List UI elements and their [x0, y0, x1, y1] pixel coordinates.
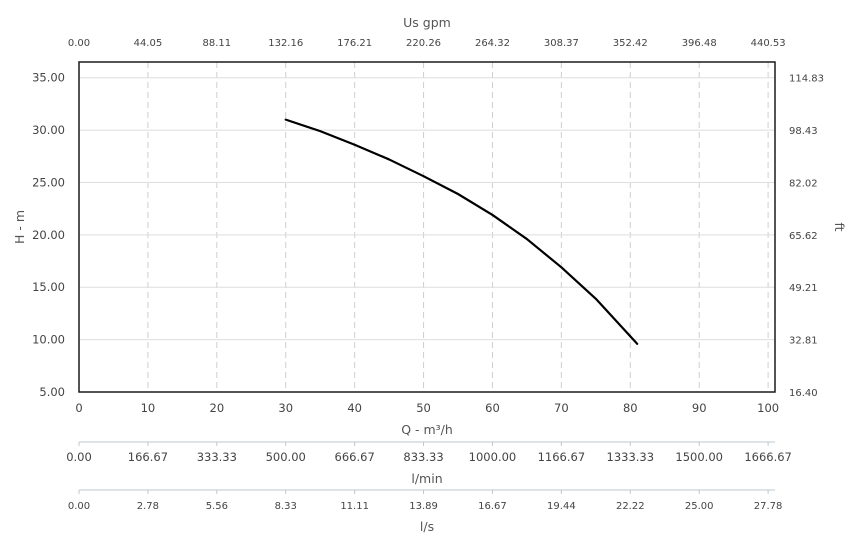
top-tick-label: 176.21: [337, 38, 372, 49]
top-axis-title: Us gpm: [403, 15, 451, 30]
secondary-tick-label: 19.44: [547, 501, 576, 512]
right-tick-label: 114.83: [789, 74, 824, 85]
x-tick-label: 0: [75, 401, 82, 415]
secondary-tick-label: 5.56: [206, 501, 228, 512]
y-tick-label: 20.00: [32, 228, 65, 242]
secondary-tick-label: 1666.67: [744, 450, 792, 464]
top-tick-label: 440.53: [751, 38, 786, 49]
x-tick-label: 30: [278, 401, 293, 415]
x-tick-label: 100: [757, 401, 779, 415]
secondary-axis-title: l/min: [411, 471, 442, 486]
x-tick-label: 10: [141, 401, 156, 415]
y-tick-label: 15.00: [32, 280, 65, 294]
right-tick-label: 65.62: [789, 231, 818, 242]
top-tick-label: 396.48: [682, 38, 717, 49]
top-tick-label: 220.26: [406, 38, 441, 49]
secondary-tick-label: 1333.33: [607, 450, 655, 464]
secondary-tick-label: 666.67: [335, 450, 375, 464]
top-tick-label: 352.42: [613, 38, 648, 49]
secondary-tick-label: 2.78: [137, 501, 159, 512]
right-tick-label: 32.81: [789, 336, 818, 347]
secondary-tick-label: 500.00: [266, 450, 306, 464]
curve-line: [284, 118, 639, 345]
secondary-tick-label: 0.00: [68, 501, 90, 512]
y-tick-label: 30.00: [32, 123, 65, 137]
top-tick-label: 88.11: [203, 38, 232, 49]
secondary-tick-label: 1500.00: [675, 450, 723, 464]
secondary-tick-label: 27.78: [754, 501, 783, 512]
secondary-axis-title: l/s: [420, 519, 434, 534]
plot-frame: [78, 61, 776, 393]
right-tick-label: 82.02: [789, 178, 818, 189]
secondary-tick-label: 13.89: [409, 501, 438, 512]
top-tick-label: 0.00: [68, 38, 90, 49]
x-tick-label: 40: [347, 401, 362, 415]
right-tick-label: 49.21: [789, 283, 818, 294]
x-tick-label: 90: [692, 401, 707, 415]
x-tick-label: 60: [485, 401, 500, 415]
secondary-tick-label: 8.33: [275, 501, 297, 512]
y-tick-label: 25.00: [32, 175, 65, 189]
y-tick-label: 35.00: [32, 71, 65, 85]
top-tick-label: 264.32: [475, 38, 510, 49]
y-tick-label: 10.00: [32, 333, 65, 347]
plot-area: [79, 62, 775, 392]
secondary-tick-label: 1166.67: [538, 450, 586, 464]
right-axis-title: ft: [832, 222, 847, 231]
x-tick-label: 20: [210, 401, 225, 415]
top-tick-label: 132.16: [268, 38, 303, 49]
secondary-tick-label: 166.67: [128, 450, 168, 464]
y-axis-title: H - m: [12, 210, 27, 244]
top-tick-label: 44.05: [134, 38, 163, 49]
secondary-tick-label: 833.33: [403, 450, 443, 464]
secondary-tick-label: 25.00: [685, 501, 714, 512]
right-tick-label: 16.40: [789, 388, 818, 399]
secondary-tick-label: 11.11: [340, 501, 369, 512]
secondary-tick-label: 333.33: [197, 450, 237, 464]
y-tick-label: 5.00: [39, 385, 65, 399]
top-tick-label: 308.37: [544, 38, 579, 49]
secondary-tick-label: 16.67: [478, 501, 507, 512]
secondary-tick-label: 1000.00: [469, 450, 517, 464]
secondary-tick-label: 0.00: [66, 450, 92, 464]
x-axis-title: Q - m³/h: [401, 422, 453, 437]
x-tick-label: 80: [623, 401, 638, 415]
x-tick-label: 50: [416, 401, 431, 415]
secondary-tick-label: 22.22: [616, 501, 645, 512]
right-tick-label: 98.43: [789, 126, 818, 137]
x-tick-label: 70: [554, 401, 569, 415]
